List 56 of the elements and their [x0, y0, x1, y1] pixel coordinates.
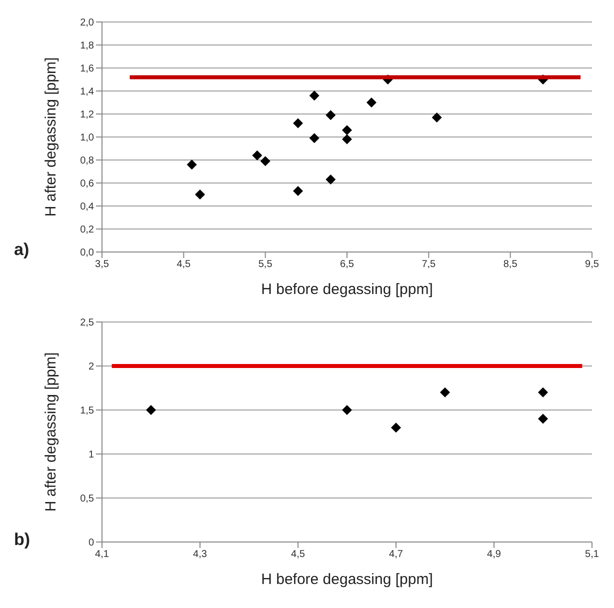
- y-tick-label: 1,2: [80, 110, 94, 121]
- x-axis-title: H before degassing [ppm]: [261, 281, 433, 298]
- point: [195, 190, 205, 200]
- y-tick-label: 0,2: [80, 224, 94, 236]
- x-tick-label: 6,5: [340, 259, 354, 270]
- x-tick-label: 9,5: [585, 259, 600, 270]
- y-tick-label: 1,0: [80, 132, 94, 144]
- y-tick-label: 1,5: [80, 406, 94, 417]
- y-tick-label: 2,5: [80, 318, 94, 329]
- text: b): [14, 530, 30, 550]
- x-tick-label: 4,5: [291, 549, 306, 560]
- y-tick-label: 0,6: [80, 178, 94, 190]
- y-tick-label: 0: [88, 538, 94, 549]
- point: [432, 112, 442, 122]
- x-axis-title: H before degassing [ppm]: [261, 571, 433, 588]
- y-axis-title: H after degassing [ppm]: [42, 57, 60, 217]
- x-tick-label: 3,5: [95, 259, 110, 270]
- point: [342, 125, 352, 136]
- x-tick-label: 4,9: [487, 549, 502, 560]
- y-tick-label: 1,4: [80, 86, 94, 98]
- point: [309, 133, 320, 144]
- point: [309, 90, 320, 101]
- point: [146, 405, 156, 415]
- y-tick-label: 1,8: [80, 40, 94, 52]
- point: [326, 110, 336, 120]
- point: [366, 98, 376, 108]
- point: [342, 405, 352, 415]
- point: [326, 174, 336, 185]
- point: [293, 186, 303, 196]
- x-tick-label: 4,1: [95, 549, 110, 560]
- point: [538, 387, 548, 398]
- y-tick-label: 1,6: [80, 64, 94, 75]
- point: [538, 414, 548, 424]
- y-tick-label: 0,4: [80, 202, 94, 213]
- point: [440, 387, 450, 398]
- y-tick-label: 0,8: [80, 156, 94, 167]
- point: [186, 160, 197, 170]
- point: [293, 118, 303, 128]
- x-tick-label: 4,3: [193, 549, 208, 560]
- point: [342, 134, 352, 144]
- y-axis-title: H after degassing [ppm]: [42, 352, 60, 512]
- x-tick-label: 4,5: [176, 259, 192, 270]
- x-tick-label: 4,7: [389, 549, 404, 560]
- point: [391, 422, 401, 433]
- y-tick-label: 2: [88, 362, 94, 373]
- x-tick-label: 5,1: [585, 549, 600, 560]
- point: [252, 150, 262, 160]
- y-tick-label: 0,0: [80, 248, 94, 259]
- x-tick-label: 5,5: [258, 259, 273, 270]
- text: a): [14, 240, 30, 260]
- y-tick-label: 2,0: [80, 18, 94, 29]
- point: [260, 156, 270, 166]
- x-tick-label: 8,5: [503, 259, 518, 270]
- x-tick-label: 7,5: [422, 259, 436, 270]
- y-tick-label: 1: [88, 450, 94, 461]
- y-tick-label: 0,5: [80, 494, 94, 505]
